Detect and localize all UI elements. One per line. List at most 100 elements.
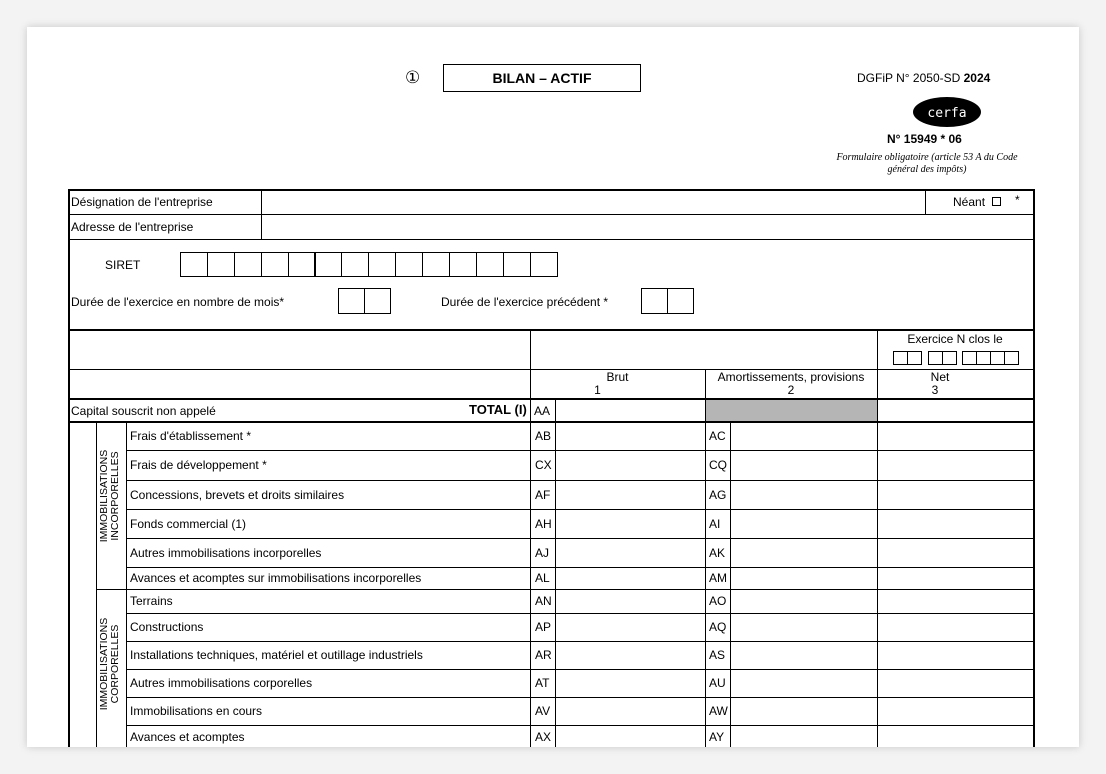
duree-prec-box[interactable] — [667, 288, 694, 314]
code-amort: AU — [709, 676, 726, 690]
row-label: Installations techniques, matériel et ou… — [130, 648, 423, 662]
code-brut: AX — [535, 730, 552, 744]
brut-field[interactable] — [556, 669, 704, 697]
siret-digit-box[interactable] — [180, 252, 208, 277]
date-digit-box[interactable] — [907, 351, 922, 365]
net-field[interactable] — [878, 422, 1033, 450]
rule-line — [126, 589, 127, 747]
date-digit-box[interactable] — [1004, 351, 1019, 365]
amort-field[interactable] — [731, 509, 876, 538]
duree-box[interactable] — [364, 288, 391, 314]
amort-field[interactable] — [731, 669, 876, 697]
siret-digit-box[interactable] — [206, 252, 235, 277]
code-brut: AP — [535, 620, 552, 634]
brut-field[interactable] — [556, 450, 704, 480]
net-field[interactable] — [878, 641, 1033, 669]
amort-field[interactable] — [731, 589, 876, 613]
neant-checkbox[interactable] — [992, 197, 1001, 206]
rule-line — [126, 589, 1034, 590]
siret-digit-box[interactable] — [368, 252, 397, 277]
amort-field[interactable] — [731, 697, 876, 725]
siret-digit-box[interactable] — [475, 252, 504, 277]
net-field[interactable] — [878, 613, 1033, 641]
rule-line — [68, 214, 1034, 215]
code-amort: AY — [709, 730, 725, 744]
date-digit-box[interactable] — [893, 351, 908, 365]
code-amort: AG — [709, 487, 727, 502]
net-field[interactable] — [878, 480, 1033, 509]
code-brut: AN — [535, 594, 552, 608]
rule-line — [126, 509, 1034, 510]
amort-field[interactable] — [731, 422, 876, 450]
dgfip-reference: DGFiP N° 2050-SD 2024 — [857, 71, 991, 85]
brut-field[interactable] — [556, 697, 704, 725]
rule-line — [126, 422, 127, 589]
amort-field[interactable] — [731, 567, 876, 589]
amort-field[interactable] — [731, 641, 876, 669]
siret-digit-box[interactable] — [287, 252, 316, 277]
rule-line — [261, 189, 262, 239]
col-net-header: Net 3 — [930, 370, 950, 397]
rule-line — [126, 697, 1034, 698]
amort-field[interactable] — [731, 450, 876, 480]
adresse-field[interactable] — [264, 216, 1034, 238]
form-title: BILAN – ACTIF — [443, 64, 641, 92]
amort-field[interactable] — [731, 725, 876, 747]
rule-line — [730, 422, 731, 589]
amort-field[interactable] — [731, 480, 876, 509]
brut-field[interactable] — [556, 567, 704, 589]
duree-box[interactable] — [338, 288, 365, 314]
siret-digit-box[interactable] — [529, 252, 558, 277]
brut-field[interactable] — [556, 509, 704, 538]
siret-digit-box[interactable] — [341, 252, 370, 277]
net-field[interactable] — [878, 669, 1033, 697]
rule-line — [877, 398, 878, 747]
siret-digit-box[interactable] — [260, 252, 289, 277]
code-brut: CX — [535, 458, 552, 472]
row-label: Autres immobilisations incorporelles — [130, 545, 322, 560]
rule-line — [705, 369, 706, 747]
siret-digit-box[interactable] — [502, 252, 531, 277]
brut-field[interactable] — [556, 641, 704, 669]
net-field[interactable] — [878, 509, 1033, 538]
date-digit-box[interactable] — [942, 351, 957, 365]
date-digit-box[interactable] — [990, 351, 1005, 365]
code-amort: AQ — [709, 620, 727, 634]
col-brut-header: Brut 1 — [594, 370, 629, 397]
siret-digit-box[interactable] — [314, 252, 343, 277]
duree-prec-box[interactable] — [641, 288, 668, 314]
exercice-label: Exercice N clos le — [907, 332, 1003, 346]
rule-line — [68, 239, 1034, 240]
row-label: Concessions, brevets et droits similaire… — [130, 487, 345, 502]
brut-field[interactable] — [556, 613, 704, 641]
net-field[interactable] — [878, 725, 1033, 747]
siret-digit-box[interactable] — [395, 252, 424, 277]
amort-field[interactable] — [731, 538, 876, 567]
group-label: IMMOBILISATIONS CORPORELLES — [98, 617, 121, 711]
brut-field[interactable] — [556, 422, 704, 450]
siret-digit-box[interactable] — [233, 252, 262, 277]
rule-line — [555, 422, 556, 589]
siret-digit-box[interactable] — [449, 252, 477, 277]
date-digit-box[interactable] — [962, 351, 977, 365]
date-digit-box[interactable] — [928, 351, 943, 365]
section-number: ① — [405, 68, 421, 87]
brut-field[interactable] — [556, 589, 704, 613]
net-field[interactable] — [878, 697, 1033, 725]
designation-field[interactable] — [264, 191, 924, 213]
brut-field[interactable] — [556, 480, 704, 509]
net-field[interactable] — [878, 567, 1033, 589]
rule-line — [925, 189, 926, 214]
code-brut: AT — [535, 676, 550, 690]
amort-field[interactable] — [731, 613, 876, 641]
net-field[interactable] — [878, 589, 1033, 613]
row-label: Avances et acomptes sur immobilisations … — [130, 571, 422, 585]
brut-field[interactable] — [556, 725, 704, 747]
net-field[interactable] — [878, 450, 1033, 480]
row-label: Constructions — [130, 620, 204, 634]
date-digit-box[interactable] — [976, 351, 991, 365]
rule-line — [68, 369, 1034, 370]
brut-field[interactable] — [556, 538, 704, 567]
net-field[interactable] — [878, 538, 1033, 567]
siret-digit-box[interactable] — [422, 252, 450, 277]
